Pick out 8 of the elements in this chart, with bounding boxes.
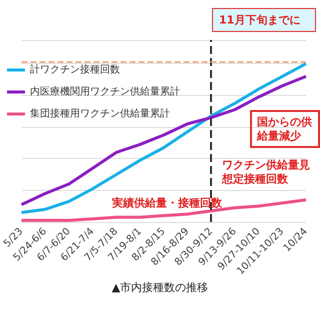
annotation: ワクチン供給量見想定接種回数 [221,158,310,186]
text: ▲市内接種数の推移 [112,281,208,294]
legend-label: 内医療機関用ワクチン供給量累計 [30,86,180,98]
legend-label: 集団接種用ワクチン供給量累計 [30,108,170,120]
annotation: 国からの供給量減少 [256,116,312,142]
legend-label: 計ワクチン接種回数 [30,64,120,76]
text: 11月下旬までに [219,14,300,26]
annotation: 実績供給量・接種回数 [111,196,223,210]
